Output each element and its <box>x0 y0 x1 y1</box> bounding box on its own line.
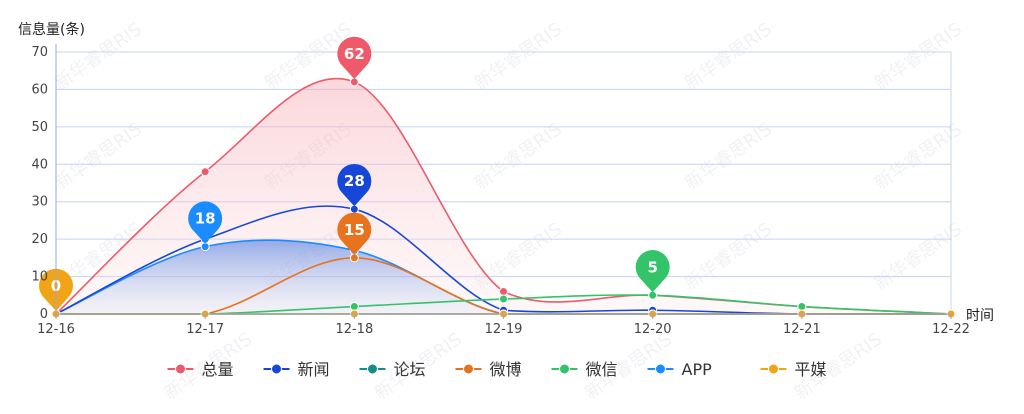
watermark-text: 新华睿思RIS <box>871 119 966 194</box>
legend-marker <box>559 363 570 375</box>
data-point[interactable] <box>349 253 359 263</box>
y-tick-label: 50 <box>31 120 48 135</box>
legend-label: APP <box>682 360 713 379</box>
y-tick-label: 20 <box>31 232 48 247</box>
axes: 0 10 20 30 40 50 60 70 12-16 12-17 12-18 12-19 12-20… <box>31 44 970 337</box>
pin-shape <box>337 163 372 207</box>
watermark-text: 新华睿思RIS <box>871 19 966 94</box>
area-fills <box>56 78 951 314</box>
data-point[interactable] <box>200 167 210 177</box>
watermark-text: 新华睿思RIS <box>871 219 966 294</box>
legend-item[interactable]: 总量 <box>167 360 234 379</box>
y-tick-label: 10 <box>31 270 48 285</box>
annotation-pin: 28 <box>337 163 372 207</box>
legend-item[interactable]: 微信 <box>551 360 618 379</box>
data-point[interactable] <box>797 302 807 312</box>
legend-marker <box>655 363 666 375</box>
legend-item[interactable]: 微博 <box>455 360 522 379</box>
watermark-text: 新华睿思RIS <box>51 119 146 194</box>
y-tick-label: 70 <box>31 45 48 60</box>
legend-item[interactable]: 新闻 <box>263 360 330 379</box>
legend-marker <box>768 363 779 375</box>
watermark-text: 新华睿思RIS <box>471 19 566 94</box>
y-tick-label: 0 <box>40 307 48 322</box>
legend-label: 总量 <box>202 360 234 379</box>
x-axis-title: 时间 <box>966 308 994 324</box>
annotation-pin: 62 <box>337 36 372 79</box>
legend-item[interactable]: 平媒 <box>760 360 827 379</box>
legend-label: 论坛 <box>394 360 426 379</box>
y-axis-title: 信息量(条) <box>18 21 85 38</box>
data-point[interactable] <box>200 242 210 252</box>
watermark-text: 新华睿思RIS <box>471 119 566 194</box>
annotation-pin: 18 <box>188 201 223 244</box>
x-tick-label: 12-20 <box>634 322 672 337</box>
legend-item[interactable]: APP <box>647 360 713 379</box>
pin-label: 15 <box>344 221 365 239</box>
legend-label: 微信 <box>586 360 618 379</box>
watermark-text: 新华睿思RIS <box>681 219 776 294</box>
data-point[interactable] <box>349 77 359 87</box>
legend-label: 微博 <box>490 360 522 379</box>
pin-label: 62 <box>344 45 365 63</box>
pin-shape <box>337 212 372 255</box>
pin-shape <box>337 36 372 79</box>
x-tick-label: 12-18 <box>335 322 373 337</box>
series-area-5 <box>56 240 951 314</box>
pin-label: 5 <box>647 258 657 276</box>
pin-shape <box>635 250 670 293</box>
x-tick-label: 12-19 <box>485 322 523 337</box>
pin-label: 18 <box>195 210 216 228</box>
data-point[interactable] <box>648 290 658 300</box>
legend-marker <box>367 363 378 375</box>
legend-marker <box>271 363 282 375</box>
annotation-pin: 5 <box>635 250 670 293</box>
pin-shape <box>188 201 223 244</box>
annotation-pin: 15 <box>337 212 372 255</box>
watermark-text: 新华睿思RIS <box>681 19 776 94</box>
y-tick-label: 30 <box>31 195 48 210</box>
x-tick-label: 12-21 <box>783 322 821 337</box>
data-point[interactable] <box>349 204 359 214</box>
legend-label: 新闻 <box>298 360 330 379</box>
legend-item[interactable]: 论坛 <box>359 360 426 379</box>
data-point[interactable] <box>499 287 508 297</box>
legend-marker <box>463 363 474 375</box>
x-tick-label: 12-16 <box>37 322 75 337</box>
pin-label: 28 <box>344 172 365 190</box>
y-tick-label: 40 <box>31 157 48 172</box>
y-tick-label: 60 <box>31 82 48 97</box>
data-point[interactable] <box>499 294 508 304</box>
legend[interactable]: 总量 新闻 论坛 微博 微信 APP 平媒 <box>167 360 827 379</box>
x-tick-label: 12-17 <box>186 322 224 337</box>
x-tick-label: 12-22 <box>932 322 970 337</box>
legend-label: 平媒 <box>795 360 827 379</box>
watermark-text: 新华睿思RIS <box>681 119 776 194</box>
legend-marker <box>175 363 186 375</box>
data-point[interactable] <box>349 302 359 312</box>
